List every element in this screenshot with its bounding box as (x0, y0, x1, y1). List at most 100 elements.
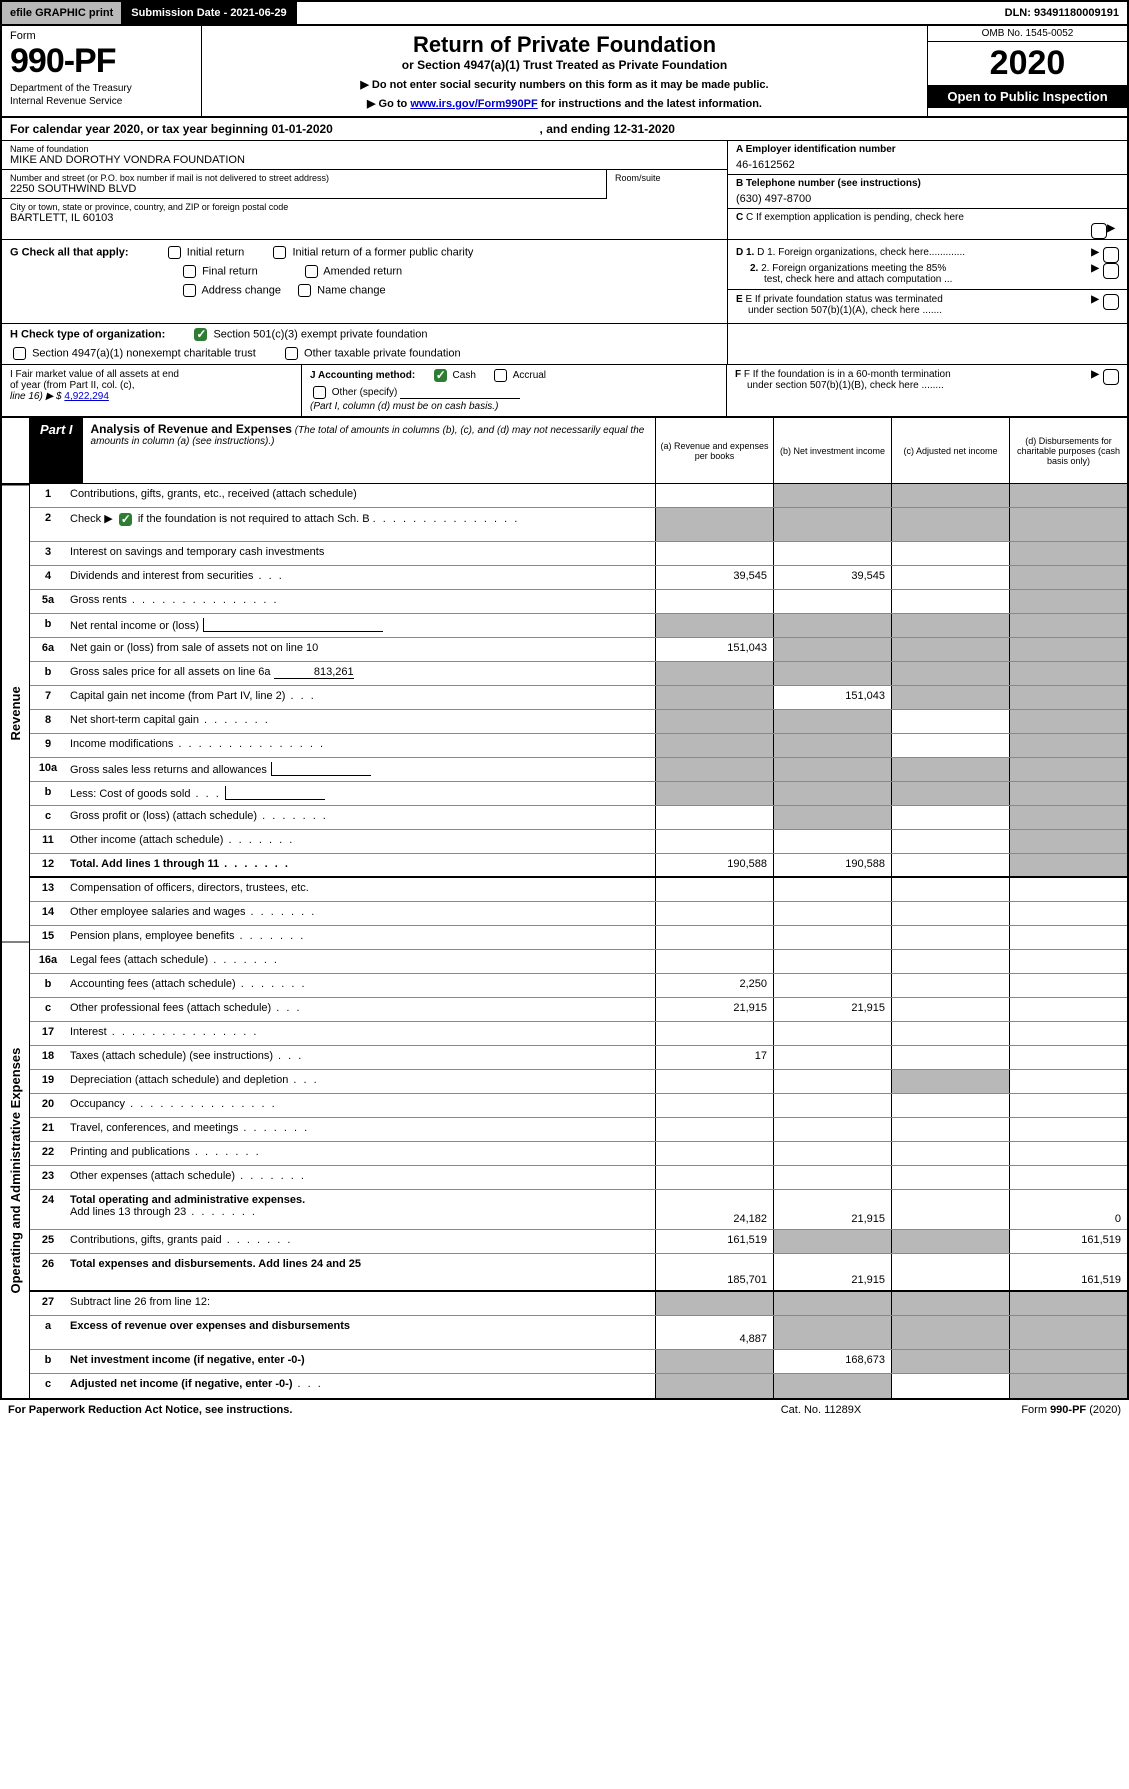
r16b-a: 2,250 (655, 974, 773, 997)
h-opt1: Section 501(c)(3) exempt private foundat… (213, 328, 427, 340)
part1-desc: Analysis of Revenue and Expenses (The to… (83, 418, 655, 483)
row-8: 8Net short-term capital gain (30, 710, 1127, 734)
d2a-text: 2. Foreign organizations meeting the 85% (761, 263, 946, 274)
i-l2: of year (from Part II, col. (c), (10, 380, 293, 391)
row-6b: bGross sales price for all assets on lin… (30, 662, 1127, 686)
f-checkbox[interactable] (1103, 369, 1119, 385)
submission-date-text: Submission Date - 2021-06-29 (131, 7, 286, 19)
d2-checkbox[interactable] (1103, 263, 1119, 279)
h-left: H Check type of organization: Section 50… (2, 324, 727, 364)
exemption-label: C If exemption application is pending, c… (746, 212, 964, 223)
footer-right: Form 990-PF (2020) (921, 1404, 1121, 1416)
open-to-public: Open to Public Inspection (928, 85, 1127, 108)
col-b-head: (b) Net investment income (773, 418, 891, 483)
g-initial-former-checkbox[interactable] (273, 246, 286, 259)
r2-checkbox[interactable] (119, 513, 132, 526)
table-body: Part I Analysis of Revenue and Expenses … (30, 418, 1127, 1398)
row-16c: cOther professional fees (attach schedul… (30, 998, 1127, 1022)
g-final-return-checkbox[interactable] (183, 265, 196, 278)
address: 2250 SOUTHWIND BLVD (10, 183, 598, 195)
r4-desc: Dividends and interest from securities (66, 566, 655, 589)
row-15: 15Pension plans, employee benefits (30, 926, 1127, 950)
g-initial-return-checkbox[interactable] (168, 246, 181, 259)
ein-cell: A Employer identification number 46-1612… (728, 141, 1127, 175)
row-18: 18Taxes (attach schedule) (see instructi… (30, 1046, 1127, 1070)
h-other-checkbox[interactable] (285, 347, 298, 360)
footer-center: Cat. No. 11289X (721, 1404, 921, 1416)
j-cell: J Accounting method: Cash Accrual Other … (302, 365, 727, 416)
e-checkbox[interactable] (1103, 294, 1119, 310)
header-left: Form 990-PF Department of the Treasury I… (2, 26, 202, 116)
h-opt3: Other taxable private foundation (304, 347, 461, 359)
j-cash-checkbox[interactable] (434, 369, 447, 382)
irs-link[interactable]: www.irs.gov/Form990PF (410, 98, 537, 110)
r16c-b: 21,915 (773, 998, 891, 1021)
info-block: Name of foundation MIKE AND DOROTHY VOND… (0, 141, 1129, 240)
r12-desc: Total. Add lines 1 through 11 (66, 854, 655, 876)
r5a-desc: Gross rents (66, 590, 655, 613)
ein-label: A Employer identification number (736, 144, 1119, 155)
r16c-a: 21,915 (655, 998, 773, 1021)
f-cell: ▶ F F If the foundation is in a 60-month… (727, 365, 1127, 416)
tax-year: 2020 (928, 42, 1127, 85)
g-amended-checkbox[interactable] (305, 265, 318, 278)
r6a-desc: Net gain or (loss) from sale of assets n… (66, 638, 655, 661)
h-501c3-checkbox[interactable] (194, 328, 207, 341)
col-c-head: (c) Adjusted net income (891, 418, 1009, 483)
r27a-a: 4,887 (655, 1316, 773, 1349)
form-subtitle: or Section 4947(a)(1) Trust Treated as P… (212, 58, 917, 72)
r27b-b: 168,673 (773, 1350, 891, 1373)
row-23: 23Other expenses (attach schedule) (30, 1166, 1127, 1190)
r19-desc: Depreciation (attach schedule) and deple… (66, 1070, 655, 1093)
form-header: Form 990-PF Department of the Treasury I… (0, 26, 1129, 118)
d2-row: ▶ 2. 2. Foreign organizations meeting th… (736, 263, 1119, 285)
r24-d: 0 (1009, 1190, 1127, 1229)
part1-badge: Part I (30, 418, 83, 483)
d1-checkbox[interactable] (1103, 247, 1119, 263)
foundation-name-cell: Name of foundation MIKE AND DOROTHY VOND… (2, 141, 727, 170)
row-27c: cAdjusted net income (if negative, enter… (30, 1374, 1127, 1398)
footer-left: For Paperwork Reduction Act Notice, see … (8, 1404, 721, 1416)
calyear-end: 12-31-2020 (614, 122, 675, 136)
r26-b: 21,915 (773, 1254, 891, 1290)
r15-desc: Pension plans, employee benefits (66, 926, 655, 949)
r24-b: 21,915 (773, 1190, 891, 1229)
row-5b: bNet rental income or (loss) (30, 614, 1127, 638)
topbar-spacer (297, 2, 997, 24)
g-address-change-checkbox[interactable] (183, 284, 196, 297)
row-24: 24 Total operating and administrative ex… (30, 1190, 1127, 1230)
row-11: 11Other income (attach schedule) (30, 830, 1127, 854)
dln-label: DLN: 93491180009191 (997, 2, 1127, 24)
r4-b: 39,545 (773, 566, 891, 589)
fmv-value: 4,922,294 (64, 391, 109, 402)
r5b-desc: Net rental income or (loss) (66, 614, 655, 637)
r6b-desc: Gross sales price for all assets on line… (66, 662, 655, 685)
note-link-pre: ▶ Go to (367, 98, 410, 110)
page-footer: For Paperwork Reduction Act Notice, see … (0, 1400, 1129, 1420)
h-4947-checkbox[interactable] (13, 347, 26, 360)
e-row: ▶ E E If private foundation status was t… (736, 294, 1119, 316)
r9-desc: Income modifications (66, 734, 655, 757)
room-cell: Room/suite (607, 170, 727, 199)
g-name-change-checkbox[interactable] (298, 284, 311, 297)
d1-text: D 1. Foreign organizations, check here..… (757, 247, 965, 258)
info-left: Name of foundation MIKE AND DOROTHY VOND… (2, 141, 727, 239)
i-l3-pre: line 16) ▶ $ (10, 391, 64, 402)
r26-desc: Total expenses and disbursements. Add li… (66, 1254, 655, 1290)
j-other-checkbox[interactable] (313, 386, 326, 399)
row-27b: bNet investment income (if negative, ent… (30, 1350, 1127, 1374)
j-accrual: Accrual (513, 370, 546, 381)
address-cell: Number and street (or P.O. box number if… (2, 170, 607, 199)
revenue-side-label: Revenue (2, 484, 29, 942)
omb-number: OMB No. 1545-0052 (928, 26, 1127, 42)
exemption-checkbox[interactable] (1091, 223, 1107, 239)
foundation-name: MIKE AND DOROTHY VONDRA FOUNDATION (10, 154, 719, 166)
r24-a: 24,182 (655, 1190, 773, 1229)
i-l1: I Fair market value of all assets at end (10, 369, 293, 380)
j-other: Other (specify) (332, 387, 398, 398)
row-25: 25Contributions, gifts, grants paid 161,… (30, 1230, 1127, 1254)
row-26: 26Total expenses and disbursements. Add … (30, 1254, 1127, 1292)
j-accrual-checkbox[interactable] (494, 369, 507, 382)
part1-header: Part I Analysis of Revenue and Expenses … (30, 418, 1127, 484)
h-opt2: Section 4947(a)(1) nonexempt charitable … (32, 347, 256, 359)
